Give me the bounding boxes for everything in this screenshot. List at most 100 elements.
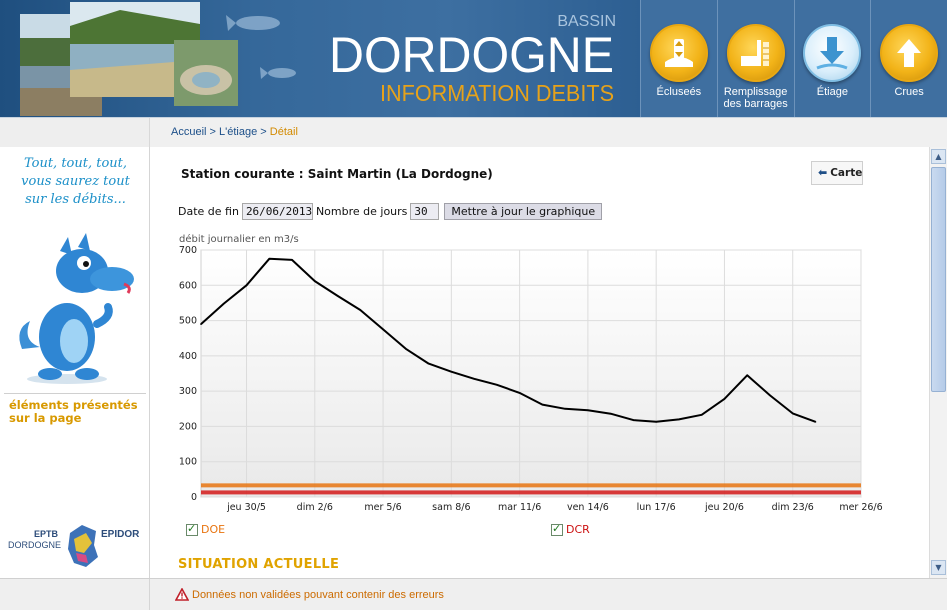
flow-data-point: [200, 323, 202, 325]
x-tick-label: mer 5/6: [364, 502, 401, 513]
nav-item-etiage[interactable]: Étiage: [793, 0, 871, 117]
flow-data-point: [291, 259, 293, 261]
flow-data-point: [746, 374, 749, 377]
flow-data-point: [791, 412, 794, 415]
flow-data-point: [336, 295, 339, 297]
header-banner-art: BASSIN DORDOGNE INFORMATION DEBITS: [20, 2, 616, 116]
scroll-down-arrow-icon[interactable]: ▼: [931, 560, 946, 575]
sidebar-divider: [4, 393, 146, 394]
flow-chart: débit journalier en m3/s 0 100 200 300 400 50…: [179, 233, 883, 513]
flow-data-point: [564, 407, 566, 410]
flow-data-point: [245, 284, 248, 287]
nav-item-ecluses[interactable]: Écluseés: [640, 0, 717, 117]
left-sidebar: Tout, tout, tout, vous saurez tout sur l…: [0, 147, 150, 578]
update-chart-button[interactable]: Mettre à jour le graphique: [444, 202, 603, 220]
header-subtitle: INFORMATION DEBITS: [380, 80, 614, 106]
legend-dcr[interactable]: DCR: [551, 522, 590, 536]
footer-warning-text: Données non validées pouvant contenir de…: [192, 588, 444, 601]
x-tick-label: dim 23/6: [772, 502, 814, 513]
x-tick-label: lun 17/6: [637, 502, 676, 513]
x-tick-label: mar 11/6: [498, 502, 541, 513]
nav-label-remplissage: Remplissage des barrages: [723, 86, 788, 110]
doe-checkbox[interactable]: [186, 522, 198, 536]
chart-controls: Date de fin 26/06/2013 Nombre de jours 3…: [178, 202, 603, 220]
flow-data-point: [382, 328, 384, 331]
flow-data-point: [655, 421, 657, 423]
y-tick-label: 300: [179, 386, 197, 397]
situation-heading: SITUATION ACTUELLE: [178, 557, 340, 572]
breadcrumb-separator: >: [209, 126, 216, 138]
dragon-mascot-icon: [19, 233, 134, 384]
slogan-line: Tout, tout, tout,: [23, 156, 128, 171]
y-tick-label: 400: [179, 351, 197, 362]
flow-data-point: [769, 394, 771, 397]
arrow-left-icon: ⬅: [818, 166, 828, 179]
eptb-epidor-logo[interactable]: EPTB DORDOGNE EPIDOR: [6, 521, 146, 571]
y-tick-label: 700: [179, 245, 197, 256]
reference-line-doe: [201, 483, 861, 488]
nav-item-remplissage[interactable]: Remplissage des barrages: [716, 0, 794, 117]
chart-y-axis-label: débit journalier en m3/s: [179, 233, 299, 245]
low-water-down-arrow-icon: [803, 24, 862, 82]
flow-data-point: [313, 280, 316, 282]
fish-decoration: [226, 15, 296, 79]
breadcrumb-current: Détail: [269, 126, 298, 138]
main-content: Station courante : Saint Martin (La Dord…: [151, 147, 929, 578]
flood-up-arrow-icon: [880, 24, 939, 82]
scrollbar-thumb[interactable]: [931, 167, 946, 392]
river-photo-3: [174, 40, 238, 106]
nav-label-ecluses: Écluseés: [656, 86, 702, 98]
flow-data-point: [359, 309, 362, 311]
chart-series: [200, 257, 817, 423]
carte-button-label: Carte: [830, 167, 863, 179]
nav-item-crues[interactable]: Crues: [870, 0, 947, 117]
logo-text-epidor: EPIDOR: [101, 529, 140, 540]
x-tick-label: mer 26/6: [839, 502, 882, 513]
flow-data-point: [222, 302, 225, 305]
chart-grid: [201, 249, 862, 498]
vertical-scrollbar[interactable]: ▲ ▼: [929, 147, 947, 578]
flow-data-point: [405, 348, 407, 350]
flow-data-point: [632, 419, 635, 421]
breadcrumb: Accueil > L'étiage > Détail: [171, 126, 298, 138]
chart-plot-area: [200, 249, 862, 498]
flow-data-point: [268, 258, 271, 260]
chart-y-ticks: 0 100 200 300 400 500 600 700: [179, 245, 197, 503]
end-date-input[interactable]: 26/06/2013: [241, 202, 313, 220]
logo-text-dordogne: DORDOGNE: [8, 540, 62, 550]
warning-icon: [175, 588, 189, 601]
slogan-line: sur les débits...: [25, 192, 126, 207]
days-count-input[interactable]: 30: [410, 202, 440, 220]
nav-label-etiage: Étiage: [816, 86, 848, 98]
flow-data-point: [518, 392, 521, 394]
flow-data-point: [427, 362, 430, 365]
page-elements-title[interactable]: éléments présentés sur la page: [9, 398, 138, 425]
flow-data-point: [723, 398, 726, 400]
scroll-up-arrow-icon[interactable]: ▲: [931, 149, 946, 164]
flow-data-point: [450, 370, 453, 373]
logo-text-eptb: EPTB: [34, 529, 59, 539]
y-tick-label: 200: [179, 421, 197, 432]
date-label: Date de fin: [178, 204, 239, 218]
flow-data-point: [678, 418, 680, 421]
x-tick-label: jeu 30/5: [226, 502, 266, 513]
chart-reference-lines: [201, 483, 861, 495]
dcr-checkbox[interactable]: [551, 522, 563, 536]
lock-water-icon: [649, 24, 708, 82]
breadcrumb-home-link[interactable]: Accueil: [171, 126, 207, 138]
nav-label-crues: Crues: [894, 86, 924, 98]
header-banner: BASSIN DORDOGNE INFORMATION DEBITS: [0, 0, 640, 117]
breadcrumb-separator: >: [260, 126, 267, 138]
footer: Données non validées pouvant contenir de…: [0, 578, 947, 610]
flow-data-point: [700, 413, 703, 416]
legend-dcr-label: DCR: [566, 523, 590, 536]
x-tick-label: ven 14/6: [567, 502, 609, 513]
legend-doe[interactable]: DOE: [186, 522, 225, 536]
breadcrumb-etiage-link[interactable]: L'étiage: [219, 126, 258, 138]
carte-button[interactable]: ⬅ Carte: [811, 161, 863, 185]
days-label: Nombre de jours: [315, 204, 408, 218]
flow-data-point: [496, 383, 498, 386]
reference-line-dcr: [201, 490, 861, 495]
y-tick-label: 500: [179, 316, 197, 327]
breadcrumb-bar: Accueil > L'étiage > Détail: [0, 117, 947, 148]
